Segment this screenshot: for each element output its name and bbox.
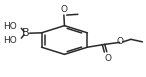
Text: B: B bbox=[22, 28, 30, 38]
Text: HO: HO bbox=[3, 22, 16, 31]
Text: O: O bbox=[104, 54, 111, 63]
Text: O: O bbox=[117, 37, 124, 47]
Text: O: O bbox=[60, 5, 67, 14]
Text: HO: HO bbox=[3, 35, 16, 45]
